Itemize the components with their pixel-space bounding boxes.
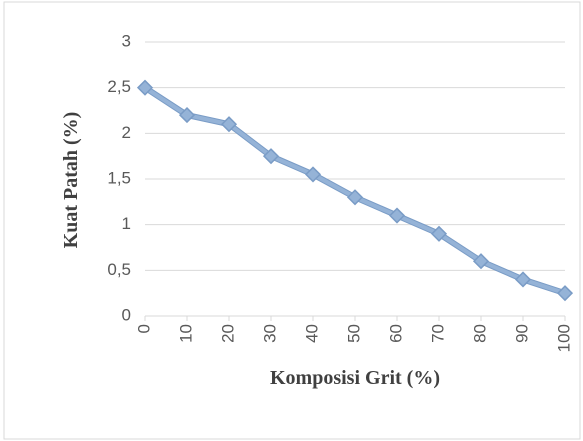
x-tick-label: 70 (428, 324, 447, 343)
data-point (556, 285, 574, 302)
data-point (220, 116, 238, 133)
y-tick-label: 2,5 (107, 77, 131, 96)
y-axis-title: Kuat Patah (%) (60, 112, 82, 249)
x-tick-label: 80 (470, 324, 489, 343)
chart-border (3, 1, 581, 440)
data-point (472, 253, 490, 270)
x-tick-label: 50 (344, 324, 363, 343)
y-tick-label: 1 (122, 214, 131, 233)
x-tick-label: 60 (386, 324, 405, 343)
x-axis-title: Komposisi Grit (%) (270, 367, 440, 389)
data-point (262, 148, 280, 165)
data-point (514, 271, 532, 288)
data-point (136, 79, 154, 96)
x-tick-label: 90 (512, 324, 531, 343)
data-point (430, 225, 448, 242)
y-tick-label: 0,5 (107, 260, 131, 279)
x-tick-label: 0 (134, 324, 153, 333)
x-tick-label: 40 (302, 324, 321, 343)
data-point (304, 166, 322, 183)
y-tick-label: 3 (122, 31, 131, 50)
data-point (388, 207, 406, 224)
x-tick-label: 30 (260, 324, 279, 343)
y-tick-label: 2 (122, 123, 131, 142)
x-tick-label: 20 (218, 324, 237, 343)
data-point (346, 189, 364, 206)
x-tick-label: 10 (176, 324, 195, 343)
data-point (178, 107, 196, 124)
y-tick-label: 0 (122, 305, 131, 324)
x-tick-label: 100 (554, 324, 573, 352)
y-tick-label: 1,5 (107, 168, 131, 187)
